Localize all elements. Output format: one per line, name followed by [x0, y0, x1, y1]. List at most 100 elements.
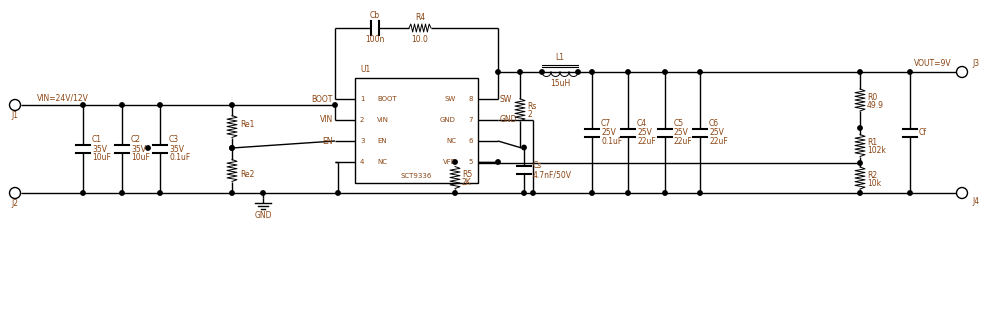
Text: J4: J4 [972, 197, 979, 206]
Text: EN: EN [322, 137, 333, 146]
Text: R5: R5 [462, 170, 472, 179]
Circle shape [697, 70, 702, 74]
Circle shape [858, 70, 862, 74]
Text: 102k: 102k [867, 146, 886, 155]
Text: R4: R4 [415, 12, 426, 21]
Text: VIN=24V/12V: VIN=24V/12V [37, 94, 89, 103]
Circle shape [625, 70, 630, 74]
Text: 35V: 35V [131, 145, 146, 154]
Text: J1: J1 [12, 110, 19, 119]
Text: SCT9336: SCT9336 [401, 173, 432, 179]
Circle shape [590, 70, 594, 74]
Circle shape [663, 191, 667, 195]
Text: 0.1uF: 0.1uF [169, 154, 190, 163]
Text: Cs: Cs [533, 161, 543, 170]
Text: 8: 8 [469, 96, 473, 102]
Text: 22uF: 22uF [709, 137, 728, 146]
Text: R0: R0 [867, 92, 878, 101]
Circle shape [663, 70, 667, 74]
Circle shape [697, 191, 702, 195]
Circle shape [522, 191, 526, 195]
Text: GND: GND [254, 211, 272, 220]
Circle shape [576, 70, 580, 74]
Circle shape [453, 191, 457, 195]
Text: L1: L1 [556, 53, 564, 63]
Circle shape [625, 191, 630, 195]
Text: VIN: VIN [320, 115, 333, 124]
Text: 0.1uF: 0.1uF [601, 137, 623, 146]
Circle shape [333, 103, 337, 107]
Text: C1: C1 [92, 136, 102, 145]
Text: C2: C2 [131, 136, 141, 145]
Text: 10k: 10k [867, 179, 882, 188]
Text: 1: 1 [360, 96, 364, 102]
Circle shape [590, 191, 594, 195]
Text: GND: GND [500, 115, 517, 124]
Text: 100n: 100n [365, 35, 385, 44]
Text: 35V: 35V [169, 145, 184, 154]
Text: J2: J2 [12, 198, 19, 207]
Text: 4: 4 [360, 159, 364, 165]
Circle shape [858, 191, 862, 195]
Circle shape [120, 103, 124, 107]
Circle shape [230, 191, 234, 195]
Circle shape [230, 103, 234, 107]
Circle shape [120, 191, 124, 195]
Text: Re1: Re1 [240, 120, 254, 129]
Text: Cb: Cb [370, 12, 380, 21]
Text: C6: C6 [709, 119, 719, 128]
Circle shape [230, 146, 234, 150]
Text: 10uF: 10uF [92, 154, 111, 163]
Circle shape [81, 191, 85, 195]
Text: C5: C5 [674, 119, 685, 128]
Text: 35V: 35V [92, 145, 107, 154]
Text: 25V: 25V [674, 128, 689, 137]
Text: EN: EN [377, 138, 387, 144]
Circle shape [336, 191, 340, 195]
Circle shape [518, 70, 522, 74]
Text: 49.9: 49.9 [867, 100, 884, 109]
Text: 22uF: 22uF [674, 137, 692, 146]
Circle shape [908, 191, 912, 195]
Circle shape [858, 161, 862, 165]
Text: VFB: VFB [442, 159, 456, 165]
Text: 22uF: 22uF [637, 137, 656, 146]
Text: 4.7nF/50V: 4.7nF/50V [533, 171, 572, 180]
Text: BOOT: BOOT [377, 96, 397, 102]
Text: U1: U1 [360, 66, 370, 75]
Circle shape [522, 145, 526, 150]
Text: NC: NC [446, 138, 456, 144]
Text: 2K: 2K [462, 178, 472, 187]
Text: 15uH: 15uH [550, 80, 570, 89]
Text: R2: R2 [867, 170, 877, 179]
Text: 2: 2 [527, 110, 532, 119]
Text: SW: SW [500, 95, 512, 104]
Text: 25V: 25V [637, 128, 652, 137]
Bar [355, 78, 478, 183]
Text: C4: C4 [637, 119, 647, 128]
Text: 25V: 25V [601, 128, 616, 137]
Text: VIN: VIN [377, 117, 389, 123]
Circle shape [453, 160, 457, 164]
Text: 7: 7 [469, 117, 473, 123]
Circle shape [261, 191, 265, 195]
Text: 10.0: 10.0 [412, 35, 428, 44]
Circle shape [146, 146, 150, 150]
Text: SW: SW [445, 96, 456, 102]
Text: Re2: Re2 [240, 170, 254, 179]
Text: R1: R1 [867, 138, 877, 147]
Text: Cf: Cf [919, 128, 927, 137]
Circle shape [230, 146, 234, 150]
Circle shape [81, 103, 85, 107]
Text: GND: GND [440, 117, 456, 123]
Circle shape [495, 160, 500, 164]
Text: 10uF: 10uF [131, 154, 150, 163]
Text: 3: 3 [360, 138, 364, 144]
Text: 2: 2 [360, 117, 364, 123]
Circle shape [858, 126, 862, 130]
Circle shape [531, 191, 535, 195]
Circle shape [908, 70, 912, 74]
Text: C3: C3 [169, 136, 179, 145]
Text: VOUT=9V: VOUT=9V [914, 59, 952, 68]
Text: NC: NC [377, 159, 387, 165]
